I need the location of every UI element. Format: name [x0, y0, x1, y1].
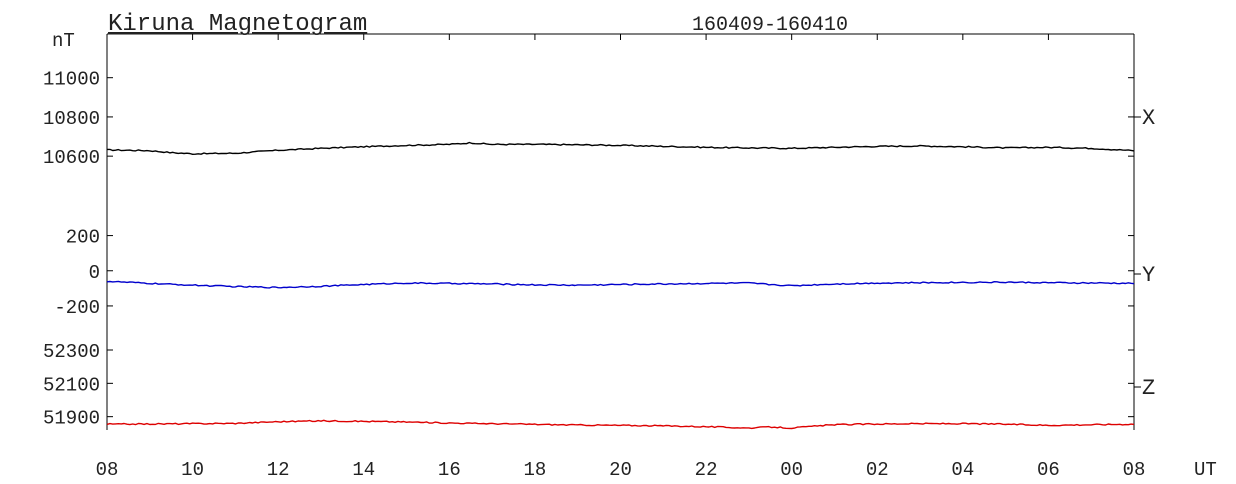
trace-y — [106, 280, 1135, 289]
date-range: 160409-160410 — [692, 14, 848, 37]
trace-x — [107, 141, 1135, 156]
x-tick-label-4: 16 — [438, 459, 461, 481]
channel-label-z: Z — [1142, 376, 1155, 401]
chart-title: Kiruna Magnetogram — [108, 11, 367, 38]
y-tick-label-y-1: 0 — [89, 262, 100, 284]
channel-label-x: X — [1142, 106, 1155, 131]
y-tick-label-y-2: -200 — [54, 297, 100, 319]
x-tick-label-11: 06 — [1037, 459, 1060, 481]
x-tick-label-5: 18 — [524, 459, 547, 481]
y-tick-label-x-2: 10600 — [43, 147, 100, 169]
y-tick-label-x-1: 10800 — [43, 108, 100, 130]
x-tick-label-1: 10 — [181, 459, 204, 481]
x-tick-label-12: 08 — [1123, 459, 1146, 481]
panel-z: 52300 52100 51900 Z — [43, 341, 1155, 430]
x-unit-label: UT — [1194, 459, 1217, 481]
channel-label-y: Y — [1142, 263, 1155, 288]
y-tick-label-z-2: 51900 — [43, 408, 100, 430]
y-unit-label: nT — [52, 30, 75, 52]
x-tick-label-6: 20 — [609, 459, 632, 481]
y-tick-label-z-1: 52100 — [43, 374, 100, 396]
x-tick-labels: 08 10 12 14 16 18 20 22 00 02 04 06 08 — [96, 459, 1146, 481]
x-tick-label-9: 02 — [866, 459, 889, 481]
panel-x: 11000 10800 10600 X — [43, 69, 1155, 169]
y-tick-label-x-0: 11000 — [43, 69, 100, 91]
top-hour-ticks — [106, 34, 1135, 40]
component-panels: 11000 10800 10600 X 200 0 -200 Y 52300 52100 51900… — [43, 69, 1155, 430]
x-tick-label-8: 00 — [780, 459, 803, 481]
x-tick-label-2: 12 — [267, 459, 290, 481]
x-tick-label-7: 22 — [695, 459, 718, 481]
x-tick-label-3: 14 — [352, 459, 375, 481]
y-tick-label-z-0: 52300 — [43, 341, 100, 363]
x-tick-label-10: 04 — [951, 459, 974, 481]
panel-y: 200 0 -200 Y — [54, 227, 1155, 319]
y-tick-label-y-0: 200 — [66, 227, 100, 249]
x-tick-label-0: 08 — [96, 459, 119, 481]
trace-z — [106, 419, 1135, 430]
